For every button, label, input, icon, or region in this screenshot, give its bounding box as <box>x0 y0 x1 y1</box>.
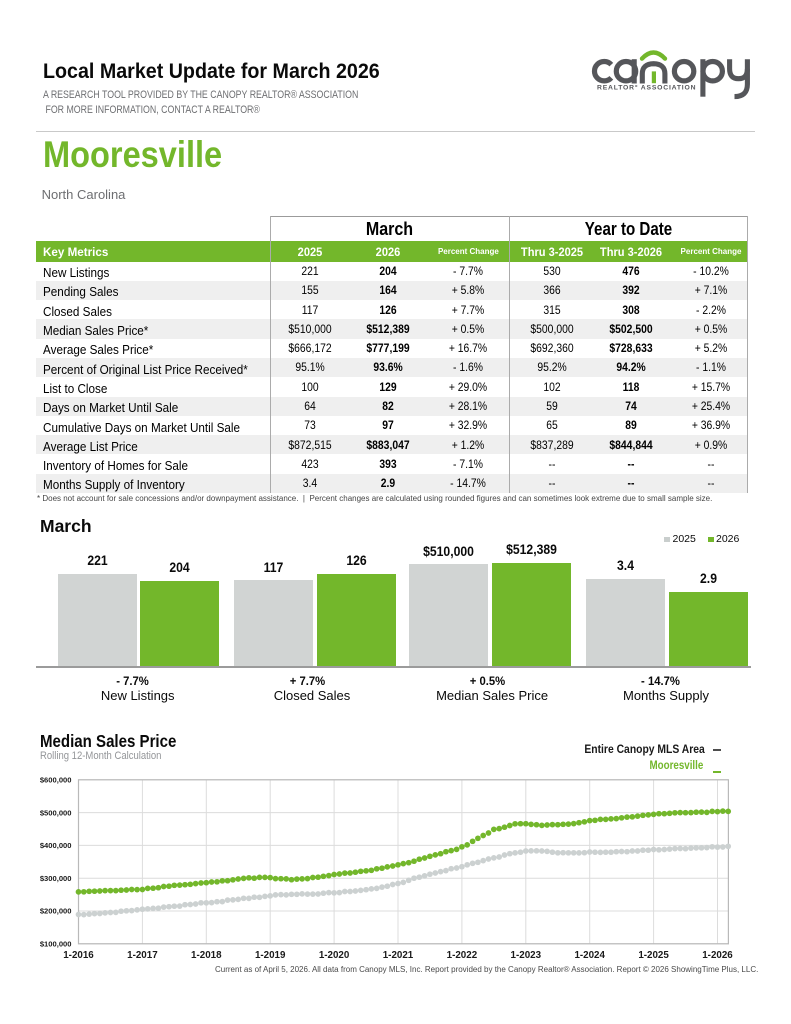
svg-text:$300,000: $300,000 <box>40 874 72 883</box>
svg-text:$600,000: $600,000 <box>40 776 72 785</box>
svg-text:1-2019: 1-2019 <box>255 950 286 961</box>
svg-text:1-2020: 1-2020 <box>319 950 350 961</box>
svg-text:1-2022: 1-2022 <box>447 950 478 961</box>
svg-text:$100,000: $100,000 <box>40 940 72 949</box>
svg-text:1-2025: 1-2025 <box>638 950 669 961</box>
svg-text:$500,000: $500,000 <box>40 808 72 817</box>
svg-text:1-2018: 1-2018 <box>191 950 222 961</box>
svg-text:REALTOR° ASSOCIATION: REALTOR° ASSOCIATION <box>597 84 696 92</box>
svg-text:$200,000: $200,000 <box>40 907 72 916</box>
svg-text:1-2023: 1-2023 <box>511 950 542 961</box>
svg-text:1-2026: 1-2026 <box>702 950 733 961</box>
svg-text:1-2017: 1-2017 <box>127 950 158 961</box>
svg-text:1-2021: 1-2021 <box>383 950 414 961</box>
svg-text:1-2016: 1-2016 <box>63 950 94 961</box>
svg-text:1-2024: 1-2024 <box>574 950 605 961</box>
svg-text:$400,000: $400,000 <box>40 841 72 850</box>
